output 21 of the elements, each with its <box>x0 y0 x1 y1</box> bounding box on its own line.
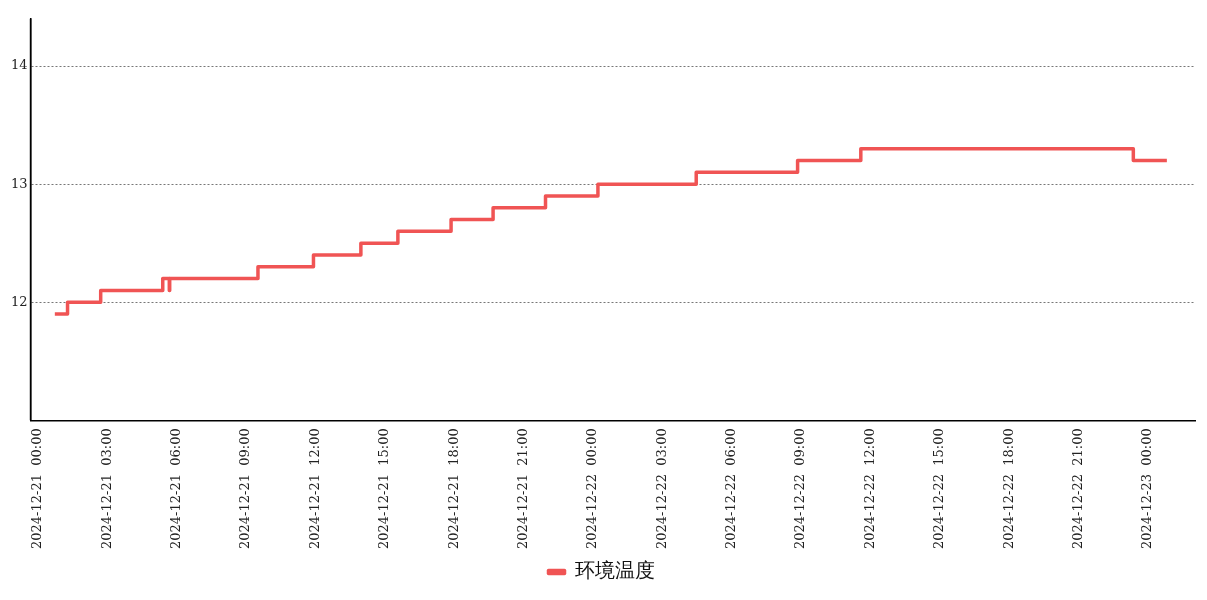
x-tick-label: 2024-12-21 12:00 <box>306 428 322 550</box>
x-tick-label: 2024-12-22 15:00 <box>931 428 947 550</box>
x-tick-label: 2024-12-22 06:00 <box>723 428 739 550</box>
legend-label: 环境温度 <box>574 558 655 583</box>
x-tick-label: 2024-12-21 03:00 <box>98 428 114 550</box>
x-tick-label: 2024-12-21 09:00 <box>237 428 253 550</box>
x-tick-label: 2024-12-22 03:00 <box>653 428 669 550</box>
x-tick-label: 2024-12-21 18:00 <box>445 428 461 550</box>
x-tick-label: 2024-12-22 09:00 <box>792 428 808 550</box>
y-tick-label: 14 <box>11 57 28 73</box>
y-tick-label: 12 <box>11 293 28 309</box>
x-tick-label: 2024-12-21 00:00 <box>29 428 45 550</box>
x-tick-label: 2024-12-21 21:00 <box>514 428 530 550</box>
y-tick-label: 13 <box>11 175 28 191</box>
x-tick-label: 2024-12-22 18:00 <box>1000 428 1016 550</box>
x-tick-label: 2024-12-23 00:00 <box>1139 428 1155 550</box>
x-tick-label: 2024-12-22 00:00 <box>584 428 600 550</box>
x-tick-label: 2024-12-21 06:00 <box>168 428 183 550</box>
x-tick-label: 2024-12-22 21:00 <box>1069 428 1085 550</box>
x-tick-label: 2024-12-21 15:00 <box>376 428 392 550</box>
x-tick-label: 2024-12-22 12:00 <box>861 428 877 550</box>
